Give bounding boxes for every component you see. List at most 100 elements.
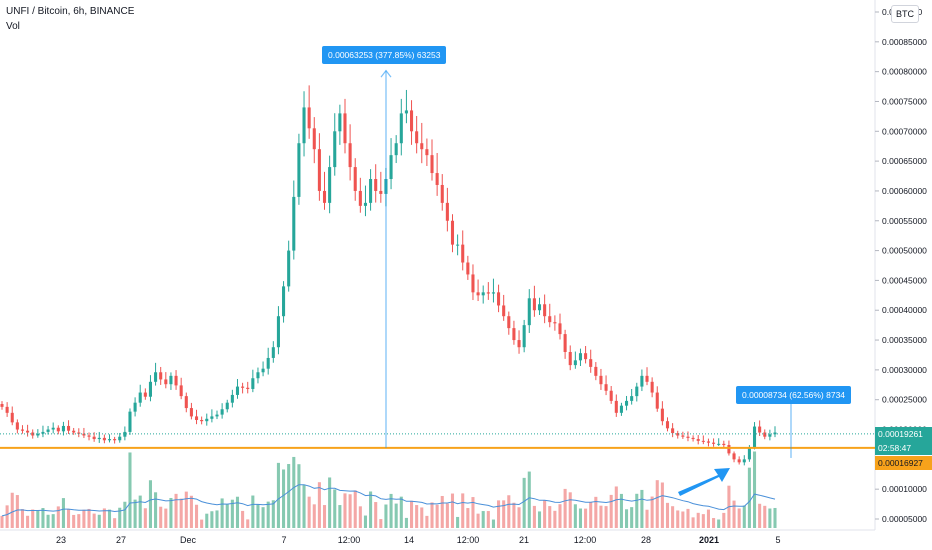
candle-body bbox=[706, 441, 710, 443]
x-tick-label: 7 bbox=[281, 535, 286, 545]
volume-bar bbox=[425, 515, 429, 528]
candle-body bbox=[179, 385, 183, 397]
volume-bar bbox=[461, 493, 465, 528]
candle-body bbox=[543, 304, 547, 317]
support-price-tag: 0.00016927 bbox=[875, 456, 932, 470]
candle-body bbox=[220, 409, 224, 415]
candle-body bbox=[619, 405, 623, 413]
volume-bar bbox=[625, 509, 629, 528]
volume-bar bbox=[450, 493, 455, 528]
volume-bar bbox=[261, 507, 265, 528]
volume-bar bbox=[343, 493, 347, 528]
volume-bar bbox=[241, 510, 245, 528]
candle-body bbox=[461, 244, 465, 263]
candle-body bbox=[394, 143, 398, 156]
volume-bar bbox=[763, 505, 767, 528]
volume-bar bbox=[179, 498, 183, 528]
volume-bar bbox=[31, 509, 35, 528]
candle-body bbox=[522, 325, 526, 348]
candle-body bbox=[282, 286, 286, 317]
volume-bar bbox=[154, 492, 158, 528]
currency-button[interactable]: BTC bbox=[891, 5, 919, 23]
candle-body bbox=[425, 149, 429, 156]
volume-bar bbox=[36, 510, 40, 528]
volume-bar bbox=[118, 507, 122, 528]
volume-bar bbox=[497, 500, 501, 528]
volume-bar bbox=[456, 516, 460, 528]
candle-body bbox=[502, 305, 506, 317]
candle-body bbox=[348, 143, 352, 168]
volume-bar bbox=[691, 517, 695, 528]
volume-bar bbox=[717, 519, 721, 528]
volume-bar bbox=[630, 507, 634, 528]
volume-bar bbox=[481, 511, 485, 528]
candle-body bbox=[527, 298, 531, 326]
volume-bar bbox=[522, 477, 526, 528]
volume-bar bbox=[61, 498, 65, 528]
candle-body bbox=[630, 396, 634, 401]
volume-indicator-label[interactable]: Vol bbox=[6, 21, 20, 32]
volume-bar bbox=[645, 509, 649, 528]
volume-bar bbox=[635, 493, 639, 528]
volume-bar bbox=[686, 508, 690, 528]
volume-bar bbox=[328, 477, 332, 528]
volume-bar bbox=[471, 497, 475, 528]
candle-body bbox=[578, 353, 583, 361]
volume-bar bbox=[706, 509, 710, 528]
candle-body bbox=[353, 167, 357, 191]
volume-bar bbox=[548, 506, 552, 528]
candle-body bbox=[404, 110, 408, 114]
y-tick-label: 0.00085000 bbox=[882, 37, 927, 47]
candle-body bbox=[732, 453, 736, 460]
candle-body bbox=[128, 411, 132, 432]
volume-bar bbox=[768, 508, 772, 528]
volume-bar bbox=[440, 495, 444, 528]
candle-body bbox=[36, 433, 40, 436]
volume-bar bbox=[660, 482, 664, 528]
volume-bar bbox=[282, 469, 286, 528]
candle-body bbox=[169, 375, 173, 385]
measure-callout-recent: 0.00008734 (62.56%) 8734 bbox=[736, 386, 852, 404]
candle-body bbox=[712, 442, 716, 444]
candle-body bbox=[154, 372, 158, 382]
volume-bar bbox=[292, 456, 296, 528]
volume-bar bbox=[87, 508, 91, 528]
candle-body bbox=[563, 334, 567, 352]
volume-bar bbox=[138, 495, 142, 528]
candle-body bbox=[717, 443, 721, 445]
volume-bar bbox=[56, 506, 60, 528]
candle-body bbox=[410, 110, 414, 132]
candle-body bbox=[107, 439, 112, 441]
candle-body bbox=[476, 292, 480, 296]
volume-bar bbox=[737, 508, 741, 528]
y-tick-label: 0.00055000 bbox=[882, 216, 927, 226]
volume-bar bbox=[671, 506, 675, 528]
volume-bar bbox=[169, 497, 173, 528]
candle-body bbox=[445, 202, 449, 221]
volume-bar bbox=[491, 519, 495, 528]
volume-bar bbox=[415, 505, 419, 528]
candle-body bbox=[481, 292, 485, 296]
candle-body bbox=[696, 439, 700, 441]
candle-body bbox=[609, 390, 613, 401]
volume-bar bbox=[205, 513, 209, 528]
volume-bar bbox=[701, 514, 705, 528]
candle-body bbox=[537, 304, 542, 311]
volume-bar bbox=[758, 503, 762, 528]
candle-body bbox=[210, 416, 214, 419]
candle-body bbox=[235, 386, 240, 395]
volume-bar bbox=[189, 495, 193, 528]
candle-body bbox=[343, 113, 347, 144]
volume-bar bbox=[742, 505, 746, 528]
candle-body bbox=[133, 402, 137, 412]
volume-bar bbox=[369, 491, 373, 528]
volume-bar bbox=[578, 508, 583, 528]
volume-bar bbox=[410, 500, 414, 528]
x-tick-label: 5 bbox=[775, 535, 780, 545]
volume-bar bbox=[486, 511, 490, 528]
candle-body bbox=[10, 412, 14, 423]
x-tick-label: 12:00 bbox=[338, 535, 361, 545]
volume-bar bbox=[302, 484, 306, 528]
candle-body bbox=[67, 425, 71, 431]
